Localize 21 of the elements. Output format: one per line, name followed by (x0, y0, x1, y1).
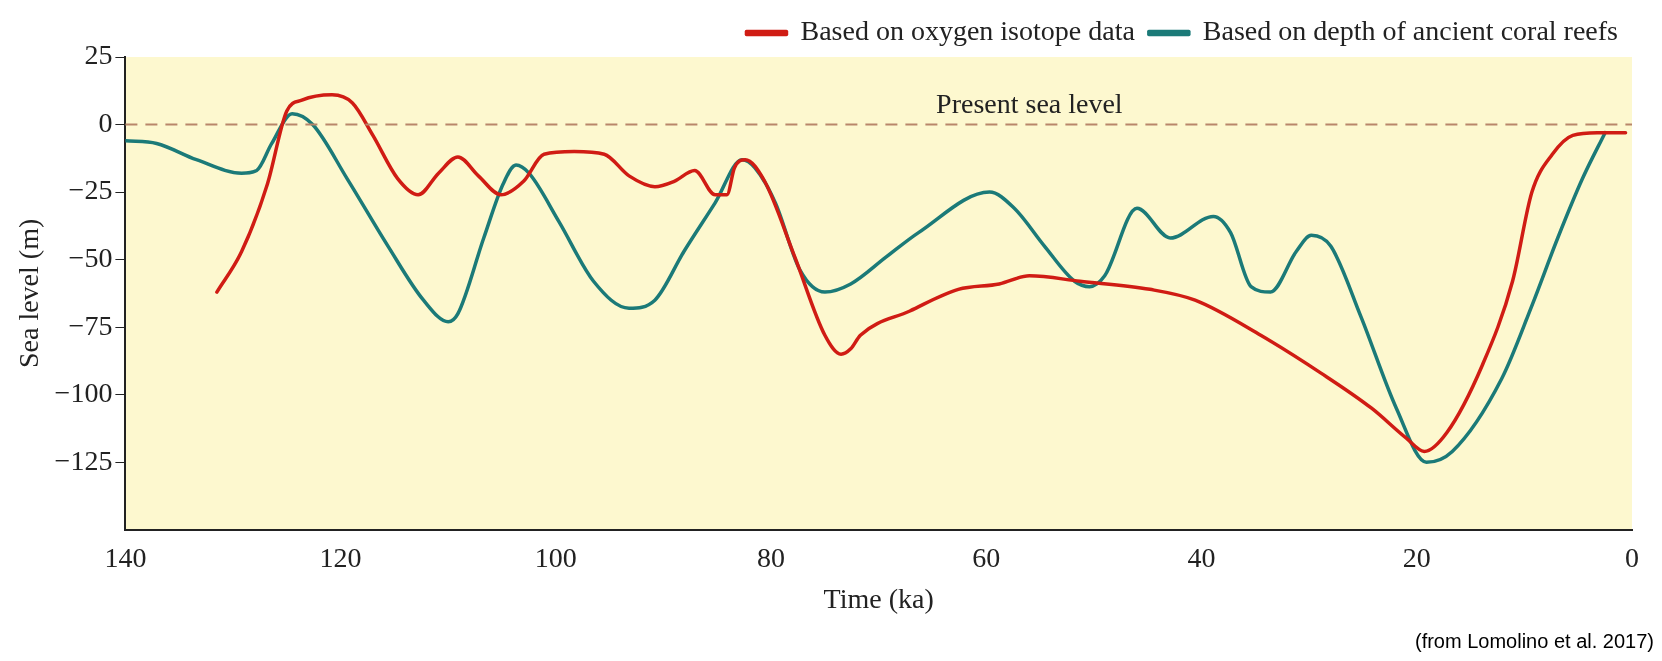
x-axis-title: Time (ka) (823, 582, 934, 614)
x-tick-label: 20 (1402, 541, 1431, 573)
y-tick-label: 25 (84, 39, 113, 71)
x-tick-label: 120 (319, 541, 362, 573)
x-tick-label: 60 (972, 541, 1001, 573)
y-tick-label: −100 (54, 377, 113, 409)
legend-label: Based on oxygen isotope data (800, 15, 1136, 47)
x-tick-label: 80 (757, 541, 786, 573)
x-tick-label: 140 (104, 541, 147, 573)
y-tick-label: −25 (68, 174, 113, 206)
y-tick-label: −75 (68, 309, 113, 341)
y-tick-label: 0 (98, 106, 113, 138)
y-tick-label: −125 (54, 444, 113, 476)
legend-label: Based on depth of ancient coral reefs (1202, 15, 1619, 47)
y-axis-title: Sea level (m) (13, 218, 45, 369)
y-tick-label: −50 (68, 241, 113, 273)
x-tick-label: 40 (1187, 541, 1216, 573)
x-tick-label: 100 (534, 541, 577, 573)
ref-line-label: Present sea level (936, 87, 1123, 119)
x-tick-label: 0 (1625, 541, 1639, 573)
text: (from Lomolino et al. 2017) (1414, 630, 1654, 653)
